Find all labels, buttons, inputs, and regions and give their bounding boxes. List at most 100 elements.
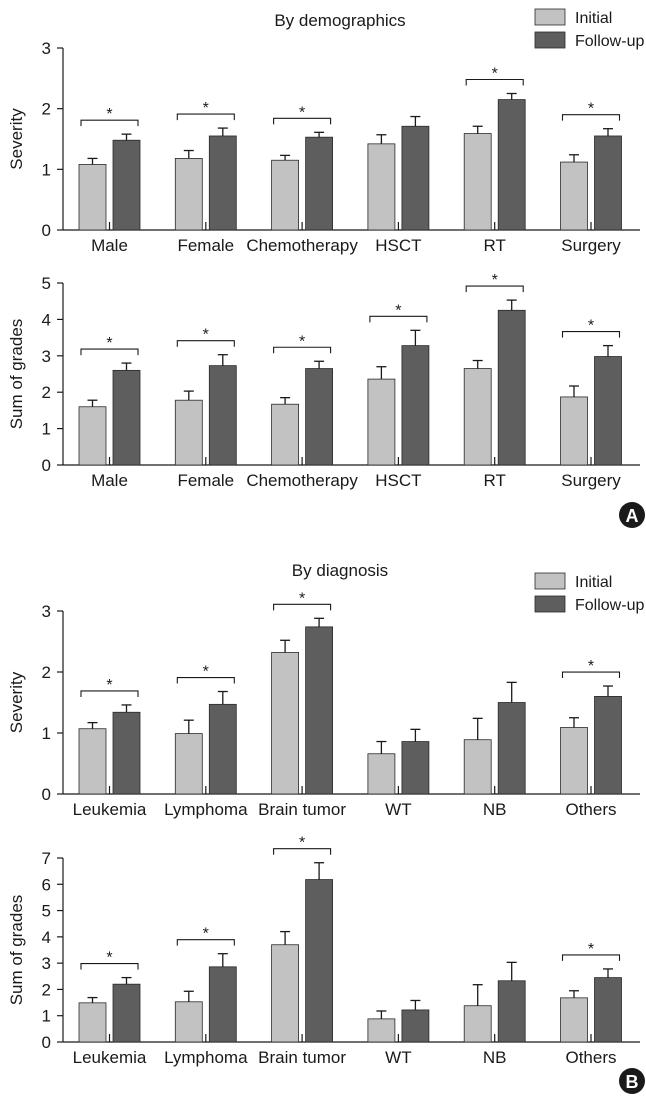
y-axis-label: Severity [7,671,26,733]
x-tick-label: Female [177,236,234,255]
bar-followup [497,980,526,1043]
bar-initial [174,399,203,466]
x-tick-label: Leukemia [73,800,147,819]
y-tick-label: 3 [42,602,51,621]
x-tick-label: HSCT [375,471,421,490]
bar-followup [497,309,526,466]
bar-followup [401,125,430,231]
legend-a-followup-label: Follow-up [575,33,644,50]
significance-marker: * [203,926,209,943]
significance-bracket [80,690,139,697]
y-tick-label: 0 [42,785,51,804]
bar-initial [271,159,300,231]
legend-a-initial-swatch [534,8,566,26]
bar-followup [208,135,237,231]
panel-b-title: By diagnosis [292,561,388,580]
y-tick-label: 2 [42,383,51,402]
chart-b-sum-of-grades: 0 1 2 3 4 5 6 7 Sum of grades Leukemia * Lymphoma * B… [7,835,640,1067]
x-tick-label: HSCT [375,236,421,255]
bar-initial [174,733,203,795]
bar-initial [463,368,492,466]
significance-bracket [80,348,139,356]
significance-marker: * [492,272,498,289]
y-tick-label: 2 [42,100,51,119]
significance-marker: * [588,318,594,335]
significance-bracket [369,315,428,323]
bar-followup [305,879,334,1043]
bar-followup [594,696,622,795]
chart-a-severity: 0 1 2 3 Severity Male * Female * Chemotherapy * HSC… [7,39,640,255]
legend-b-initial-label: Initial [575,574,612,591]
x-tick-label: Male [91,471,128,490]
bar-initial [560,997,588,1043]
y-tick-label: 6 [42,875,51,894]
y-axis-label: Sum of grades [7,895,26,1006]
bar-followup [305,626,334,795]
significance-marker: * [106,950,112,967]
bar-initial [78,406,107,466]
bar-followup [594,356,622,466]
x-tick-label: Lymphoma [164,800,248,819]
bar-initial [78,164,107,231]
y-tick-label: 4 [42,310,51,329]
bar-followup [112,711,141,795]
bar-initial [367,143,396,231]
bar-followup [112,369,141,466]
bar-initial [560,161,588,231]
x-tick-label: Surgery [561,236,621,255]
significance-bracket [561,114,621,121]
x-tick-label: Female [177,471,234,490]
y-tick-label: 3 [42,347,51,366]
significance-bracket [273,603,332,611]
panel-b-badge [619,1068,645,1094]
significance-bracket [176,340,235,347]
legend-a-initial-label: Initial [575,10,612,27]
y-tick-label: 0 [42,1033,51,1052]
x-tick-label: Male [91,236,128,255]
legend-b-followup-label: Follow-up [575,597,644,614]
significance-marker: * [203,100,209,117]
panel-b-badge-label: B [626,1072,639,1092]
legend-a-followup-swatch [534,31,566,49]
significance-marker: * [492,66,498,83]
significance-marker: * [203,664,209,681]
significance-marker: * [299,104,305,121]
x-tick-label: Others [565,800,616,819]
significance-bracket [176,113,235,121]
significance-marker: * [106,106,112,123]
bar-initial [174,1001,203,1043]
bar-followup [112,139,141,231]
chart-a-sum-of-grades: 0 1 2 3 4 5 Sum of grades Male * Female * Chemother… [7,272,640,490]
x-tick-label: Chemotherapy [246,236,358,255]
significance-bracket [561,671,621,679]
bar-followup [305,368,334,466]
x-tick-label: WT [385,1048,411,1067]
bar-followup [112,983,141,1043]
x-tick-label: Others [565,1048,616,1067]
significance-bracket [273,117,332,125]
significance-marker: * [588,101,594,118]
bar-initial [78,1002,107,1043]
bar-followup [401,345,430,466]
bar-followup [594,977,622,1043]
bar-initial [463,739,492,795]
y-tick-label: 2 [42,663,51,682]
x-tick-label: Leukemia [73,1048,147,1067]
bar-initial [367,1018,396,1043]
significance-marker: * [395,302,401,319]
x-tick-label: WT [385,800,411,819]
bar-initial [367,378,396,466]
significance-bracket [561,954,621,961]
chart-b-severity: 0 1 2 3 Severity Leukemia * Lymphoma * Brain tumo… [7,590,640,819]
bar-initial [271,403,300,466]
significance-bracket [80,963,139,970]
bar-initial [463,133,492,231]
significance-bracket [561,331,621,338]
bar-initial [560,396,588,466]
x-tick-label: Brain tumor [258,800,346,819]
x-tick-label: Surgery [561,471,621,490]
y-tick-label: 1 [42,1007,51,1026]
significance-marker: * [588,941,594,958]
y-axis-label: Severity [7,108,26,170]
significance-bracket [465,285,524,293]
